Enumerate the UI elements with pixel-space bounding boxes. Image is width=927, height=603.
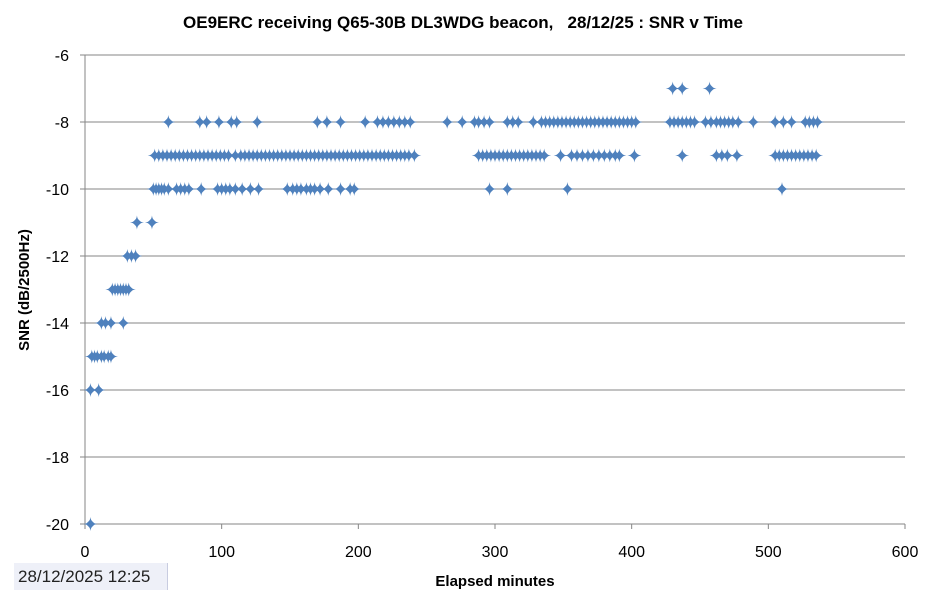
x-axis-label: Elapsed minutes — [435, 573, 554, 590]
data-point-core — [677, 84, 687, 93]
data-point-core — [722, 151, 732, 160]
data-point-core — [315, 184, 325, 194]
data-point-core — [85, 519, 95, 529]
data-point-core — [202, 117, 212, 127]
data-point-core — [677, 151, 687, 160]
y-tick-label: -14 — [46, 316, 69, 333]
data-point-core — [442, 117, 452, 127]
data-point-core — [485, 184, 495, 194]
data-point-core — [163, 184, 173, 194]
x-tick-label: 200 — [345, 544, 372, 561]
data-point-core — [336, 184, 346, 194]
data-point-core — [629, 151, 639, 160]
data-point-core — [513, 117, 523, 127]
y-tick-label: -6 — [55, 48, 69, 65]
data-point-core — [336, 117, 346, 127]
timestamp-overlay: 28/12/2025 12:25 — [14, 563, 168, 590]
y-tick-label: -12 — [46, 249, 69, 266]
data-point-core — [556, 151, 566, 160]
data-point-core — [748, 117, 758, 127]
data-point-core — [132, 218, 142, 227]
data-point-core — [668, 84, 678, 93]
x-tick-label: 600 — [892, 544, 919, 561]
data-point-core — [349, 184, 359, 194]
data-point-core — [106, 318, 116, 328]
data-point-core — [770, 117, 780, 127]
x-tick-label: 500 — [755, 544, 782, 561]
data-point-core — [196, 184, 206, 194]
data-point-core — [85, 385, 95, 395]
data-point-core — [163, 117, 173, 127]
data-point-core — [254, 184, 264, 194]
data-points — [83, 81, 825, 531]
data-point-core — [147, 218, 157, 227]
chart-title: OE9ERC receiving Q65-30B DL3WDG beacon, … — [183, 13, 743, 32]
data-point-core — [562, 184, 572, 194]
data-point-core — [323, 184, 333, 194]
data-point-core — [106, 352, 116, 361]
data-point-core — [322, 117, 332, 127]
data-point-core — [131, 251, 141, 261]
gridlines — [85, 54, 905, 525]
data-point-core — [94, 385, 104, 395]
y-tick-label: -18 — [46, 450, 69, 467]
data-point-core — [813, 117, 823, 127]
y-axis-label: SNR (dB/2500Hz) — [16, 229, 33, 351]
data-point-core — [690, 117, 700, 127]
data-point-core — [777, 184, 787, 194]
data-point-core — [778, 117, 788, 127]
data-point-core — [733, 117, 743, 127]
data-point-core — [705, 84, 715, 93]
x-tick-label: 100 — [208, 544, 235, 561]
y-tick-label: -20 — [46, 517, 69, 534]
data-point-core — [245, 184, 255, 194]
data-point-core — [405, 117, 415, 127]
y-tick-label: -16 — [46, 383, 69, 400]
data-point-core — [528, 117, 538, 127]
data-point-core — [502, 184, 512, 194]
data-point-core — [631, 117, 641, 127]
data-point-core — [614, 151, 624, 160]
x-tick-label: 0 — [81, 544, 90, 561]
y-tick-label: -10 — [46, 182, 69, 199]
data-point-core — [214, 117, 224, 127]
axes: -6 -8 -10 -12 -14 -16 -18 -20 0 100 200 300 400 500 60… — [46, 48, 919, 561]
data-point-core — [787, 117, 797, 127]
data-point-core — [312, 117, 322, 127]
data-point-core — [811, 151, 821, 160]
data-point-core — [732, 151, 742, 160]
data-point-core — [184, 184, 194, 194]
data-point-core — [124, 285, 134, 294]
y-tick-label: -8 — [55, 115, 69, 132]
data-point-core — [118, 318, 128, 328]
data-point-core — [252, 117, 262, 127]
data-point-core — [457, 117, 467, 127]
data-point-core — [485, 117, 495, 127]
data-point-core — [232, 117, 242, 127]
data-point-core — [409, 151, 419, 160]
x-tick-label: 300 — [482, 544, 509, 561]
data-point-core — [237, 184, 247, 194]
data-point-core — [539, 151, 549, 160]
x-tick-label: 400 — [618, 544, 645, 561]
data-point-core — [360, 117, 370, 127]
